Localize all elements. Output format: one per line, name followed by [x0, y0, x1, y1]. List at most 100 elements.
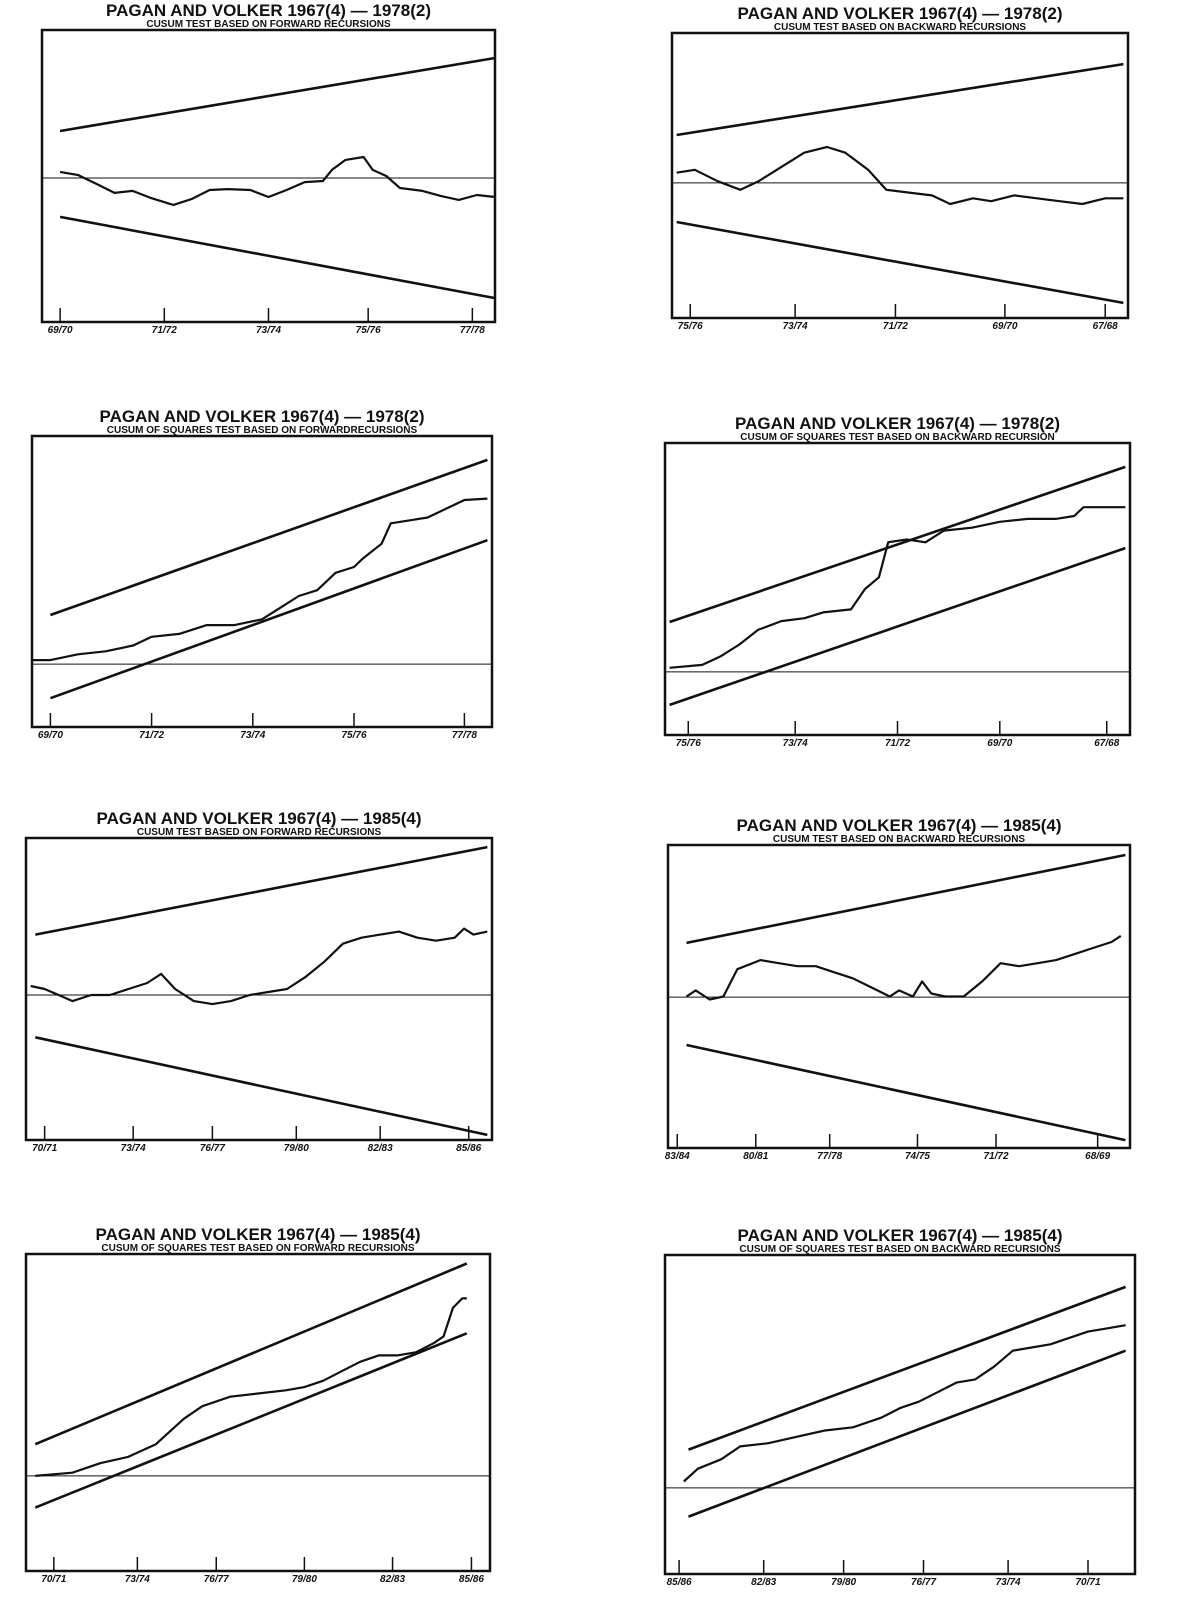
x-tick-label: 71/72 [984, 1151, 1009, 1162]
x-tick-label: 79/80 [284, 1143, 309, 1154]
x-tick-label: 68/69 [1085, 1151, 1110, 1162]
x-tick-label: 69/70 [992, 321, 1017, 332]
chart-title: PAGAN AND VOLKER 1967(4) — 1985(4) [738, 1226, 1063, 1245]
series-line [686, 853, 1126, 945]
x-tick-label: 79/80 [831, 1577, 856, 1588]
x-tick-label: 70/71 [1075, 1577, 1100, 1588]
x-tick-label: 73/74 [996, 1577, 1021, 1588]
series-line [676, 145, 1124, 206]
x-tick-label: 70/71 [32, 1143, 57, 1154]
x-tick-label: 73/74 [783, 738, 808, 749]
chart-panel: PAGAN AND VOLKER 1967(4) — 1978(2)CUSUM … [663, 414, 1132, 749]
x-tick-label: 83/84 [665, 1151, 690, 1162]
chart-panel: PAGAN AND VOLKER 1967(4) — 1978(2)CUSUM … [670, 4, 1130, 332]
series-line [686, 1043, 1126, 1142]
x-tick-label: 70/71 [41, 1574, 66, 1585]
series-line [35, 1297, 467, 1477]
x-tick-label: 71/72 [885, 738, 910, 749]
chart-panel: PAGAN AND VOLKER 1967(4) — 1985(4)CUSUM … [665, 816, 1132, 1162]
plot-frame [670, 31, 1130, 320]
x-tick-label: 67/68 [1093, 321, 1118, 332]
x-tick-label: 76/77 [204, 1574, 229, 1585]
x-tick-label: 85/86 [459, 1574, 484, 1585]
chart-title: PAGAN AND VOLKER 1967(4) — 1985(4) [97, 809, 422, 828]
chart-panel: PAGAN AND VOLKER 1967(4) — 1985(4)CUSUM … [663, 1226, 1137, 1588]
x-tick-label: 76/77 [200, 1143, 225, 1154]
series-line [49, 538, 488, 700]
series-line [35, 845, 488, 936]
x-tick-label: 75/76 [341, 730, 366, 741]
x-tick-label: 73/74 [125, 1574, 150, 1585]
chart-subtitle: CUSUM TEST BASED ON FORWARD RECURSIONS [146, 19, 391, 30]
series-line [685, 934, 1122, 1001]
chart-subtitle: CUSUM OF SQUARES TEST BASED ON FORWARDRE… [107, 425, 418, 436]
chart-title: PAGAN AND VOLKER 1967(4) — 1985(4) [737, 816, 1062, 835]
plot-frame [40, 28, 497, 324]
x-tick-label: 71/72 [152, 325, 177, 336]
x-tick-label: 82/83 [751, 1577, 776, 1588]
x-tick-label: 77/78 [452, 730, 477, 741]
series-line [688, 1349, 1127, 1518]
series-line [669, 506, 1126, 669]
x-tick-label: 75/76 [678, 321, 703, 332]
x-tick-label: 67/68 [1094, 738, 1119, 749]
plot-frame [24, 836, 494, 1142]
chart-panel: PAGAN AND VOLKER 1967(4) — 1978(2)CUSUM … [30, 407, 494, 741]
plot-frame [30, 434, 494, 729]
chart-title: PAGAN AND VOLKER 1967(4) — 1978(2) [100, 407, 425, 426]
x-tick-label: 85/86 [667, 1577, 692, 1588]
series-line [34, 1332, 468, 1509]
chart-panel: PAGAN AND VOLKER 1967(4) — 1985(4)CUSUM … [24, 1225, 492, 1585]
x-tick-label: 71/72 [883, 321, 908, 332]
x-tick-label: 75/76 [356, 325, 381, 336]
chart-subtitle: CUSUM OF SQUARES TEST BASED ON FORWARD R… [101, 1243, 414, 1254]
plot-frame [663, 1253, 1137, 1576]
x-tick-label: 77/78 [460, 325, 485, 336]
chart-title: PAGAN AND VOLKER 1967(4) — 1978(2) [738, 4, 1063, 23]
x-tick-label: 71/72 [139, 730, 164, 741]
x-tick-label: 77/78 [817, 1151, 842, 1162]
x-tick-label: 82/83 [368, 1143, 393, 1154]
series-line [32, 497, 488, 662]
chart-subtitle: CUSUM OF SQUARES TEST BASED ON BACKWARD … [740, 432, 1054, 443]
x-tick-label: 85/86 [456, 1143, 481, 1154]
x-tick-label: 82/83 [380, 1574, 405, 1585]
chart-subtitle: CUSUM TEST BASED ON FORWARD RECURSIONS [137, 827, 382, 838]
series-line [34, 1262, 468, 1446]
chart-subtitle: CUSUM OF SQUARES TEST BASED ON BACKWARD … [739, 1244, 1060, 1255]
chart-subtitle: CUSUM TEST BASED ON BACKWARD RECURSIONS [774, 22, 1027, 33]
chart-title: PAGAN AND VOLKER 1967(4) — 1985(4) [96, 1225, 421, 1244]
x-tick-label: 74/75 [905, 1151, 930, 1162]
x-tick-label: 69/70 [987, 738, 1012, 749]
x-tick-label: 73/74 [121, 1143, 146, 1154]
x-tick-label: 69/70 [48, 325, 73, 336]
chart-title: PAGAN AND VOLKER 1967(4) — 1978(2) [106, 1, 431, 20]
series-line [59, 56, 496, 133]
series-line [683, 1324, 1126, 1483]
plot-frame [24, 1252, 492, 1573]
x-tick-label: 69/70 [38, 730, 63, 741]
chart-title: PAGAN AND VOLKER 1967(4) — 1978(2) [735, 414, 1060, 433]
series-line [688, 1285, 1127, 1451]
series-line [669, 546, 1126, 707]
series-line [676, 220, 1124, 305]
series-line [59, 215, 496, 300]
series-line [30, 927, 488, 1006]
chart-panel: PAGAN AND VOLKER 1967(4) — 1985(4)CUSUM … [24, 809, 494, 1154]
chart-panel: PAGAN AND VOLKER 1967(4) — 1978(2)CUSUM … [40, 1, 497, 336]
x-tick-label: 75/76 [676, 738, 701, 749]
x-tick-label: 80/81 [743, 1151, 768, 1162]
series-line [35, 1036, 488, 1137]
x-tick-label: 73/74 [240, 730, 265, 741]
x-tick-label: 73/74 [783, 321, 808, 332]
chart-subtitle: CUSUM TEST BASED ON BACKWARD RECURSIONS [773, 834, 1026, 845]
x-tick-label: 79/80 [292, 1574, 317, 1585]
series-line [49, 458, 488, 617]
series-line [676, 62, 1124, 137]
x-tick-label: 76/77 [911, 1577, 936, 1588]
plot-frame [663, 441, 1132, 737]
x-tick-label: 73/74 [256, 325, 281, 336]
plot-frame [666, 843, 1132, 1150]
